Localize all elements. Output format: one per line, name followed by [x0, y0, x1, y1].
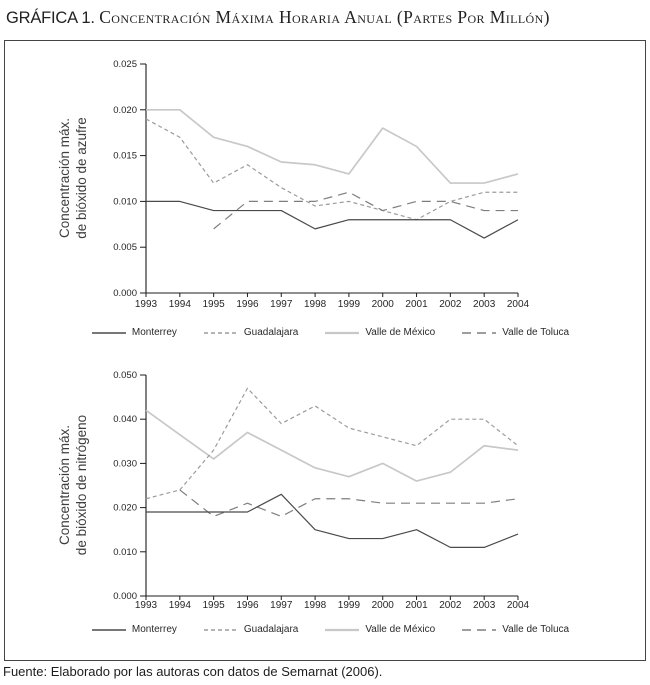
- legend-label-valle-de-toluca: Valle de Toluca: [502, 624, 570, 635]
- legend-item-monterrey: Monterrey: [91, 327, 177, 338]
- x-tick-label: 1997: [270, 600, 293, 611]
- series-guadalajara-line: [145, 118, 518, 221]
- y-tick-label: 0.010: [113, 547, 137, 558]
- x-tick-label: 1993: [135, 600, 158, 611]
- so2-line-chart: 0.000 0.005 0.010 0.015 0.020 0.025 1993 1994 19…: [113, 59, 530, 310]
- legend-line-swatch-valle-de-toluca: [462, 331, 497, 334]
- legend-label-valle-de-m-xico: Valle de México: [365, 624, 436, 635]
- x-tick-label: 2001: [405, 600, 428, 611]
- x-tick-label: 2002: [439, 299, 462, 310]
- legend-item-valle-de-toluca: Valle de Toluca: [461, 624, 569, 635]
- x-tick-label: 1993: [135, 299, 158, 310]
- y-tick-label: 0.000: [113, 591, 137, 602]
- y-tick-label: 0.040: [113, 414, 137, 425]
- x-tick-label: 2000: [372, 600, 395, 611]
- series-valle-de-toluca-line: [213, 191, 518, 230]
- legend-item-monterrey: Monterrey: [91, 624, 177, 635]
- x-tick-label: 2002: [439, 600, 462, 611]
- x-tick-label: 2003: [473, 600, 496, 611]
- y-tick-label: 0.000: [113, 288, 137, 299]
- series-valle-de-toluca-line: [179, 489, 519, 518]
- x-tick-label: 1994: [169, 600, 192, 611]
- legend-line-swatch-guadalajara: [203, 331, 238, 334]
- figure-title: GRÁFICA 1. Concentración Máxima Horaria …: [6, 7, 646, 28]
- x-tick-label: 2000: [372, 299, 395, 310]
- series-guadalajara-line: [145, 387, 519, 500]
- y-tick-label: 0.030: [113, 458, 137, 469]
- legend-label-monterrey: Monterrey: [131, 327, 177, 338]
- legend-line-swatch-valle-de-m-xico: [325, 331, 360, 334]
- no2-legend: Monterrey Guadalajara Valle de México Valle…: [5, 624, 645, 635]
- series-monterrey-line: [146, 493, 519, 548]
- x-tick-label: 2001: [405, 299, 428, 310]
- x-tick-label: 2004: [507, 600, 530, 611]
- legend-item-valle-de-m-xico: Valle de México: [324, 327, 435, 338]
- legend-line-swatch-valle-de-toluca: [462, 628, 497, 631]
- legend-line-swatch-monterrey: [91, 331, 126, 334]
- no2-line-chart: 0.000 0.010 0.020 0.030 0.040 0.050 1993 1994 19…: [113, 370, 530, 611]
- legend-item-valle-de-toluca: Valle de Toluca: [461, 327, 569, 338]
- x-tick-label: 1996: [236, 600, 259, 611]
- source-note: Fuente: Elaborado por las autoras con da…: [3, 664, 383, 679]
- legend-label-valle-de-m-xico: Valle de México: [365, 327, 436, 338]
- legend-label-monterrey: Monterrey: [131, 624, 177, 635]
- legend-label-valle-de-toluca: Valle de Toluca: [502, 327, 570, 338]
- x-tick-label: 1998: [304, 600, 327, 611]
- figure-title-text: Concentración Máxima Horaria Anual (Part…: [99, 7, 550, 27]
- so2-legend: Monterrey Guadalajara Valle de México Valle…: [5, 327, 645, 338]
- series-valle-de-m-xico-line: [146, 108, 519, 184]
- legend-item-valle-de-m-xico: Valle de México: [324, 624, 435, 635]
- y-tick-label: 0.050: [113, 370, 137, 381]
- y-tick-label: 0.005: [113, 242, 137, 253]
- series-monterrey-line: [146, 200, 519, 239]
- x-tick-label: 1995: [203, 299, 226, 310]
- x-tick-label: 1998: [304, 299, 327, 310]
- series-valle-de-m-xico-line: [145, 409, 519, 482]
- legend-line-swatch-guadalajara: [203, 628, 238, 631]
- legend-line-swatch-valle-de-m-xico: [325, 628, 360, 631]
- y-tick-label: 0.010: [113, 196, 137, 207]
- x-tick-label: 1999: [338, 600, 361, 611]
- y-tick-label: 0.020: [113, 503, 137, 514]
- x-tick-label: 1995: [203, 600, 226, 611]
- y-tick-label: 0.015: [113, 151, 137, 162]
- x-tick-label: 1999: [338, 299, 361, 310]
- legend-item-guadalajara: Guadalajara: [203, 624, 298, 635]
- y-tick-label: 0.025: [113, 59, 137, 70]
- x-tick-label: 2003: [473, 299, 496, 310]
- legend-label-guadalajara: Guadalajara: [243, 624, 299, 635]
- x-tick-label: 2004: [507, 299, 530, 310]
- figure-border-box: Concentración máx. de bióxido de azufre …: [4, 40, 646, 661]
- y-tick-label: 0.020: [113, 105, 137, 116]
- legend-line-swatch-monterrey: [91, 628, 126, 631]
- figure-title-prefix: GRÁFICA 1.: [6, 9, 95, 27]
- legend-label-guadalajara: Guadalajara: [243, 327, 299, 338]
- x-tick-label: 1996: [236, 299, 259, 310]
- x-tick-label: 1994: [169, 299, 192, 310]
- legend-item-guadalajara: Guadalajara: [203, 327, 298, 338]
- x-tick-label: 1997: [270, 299, 293, 310]
